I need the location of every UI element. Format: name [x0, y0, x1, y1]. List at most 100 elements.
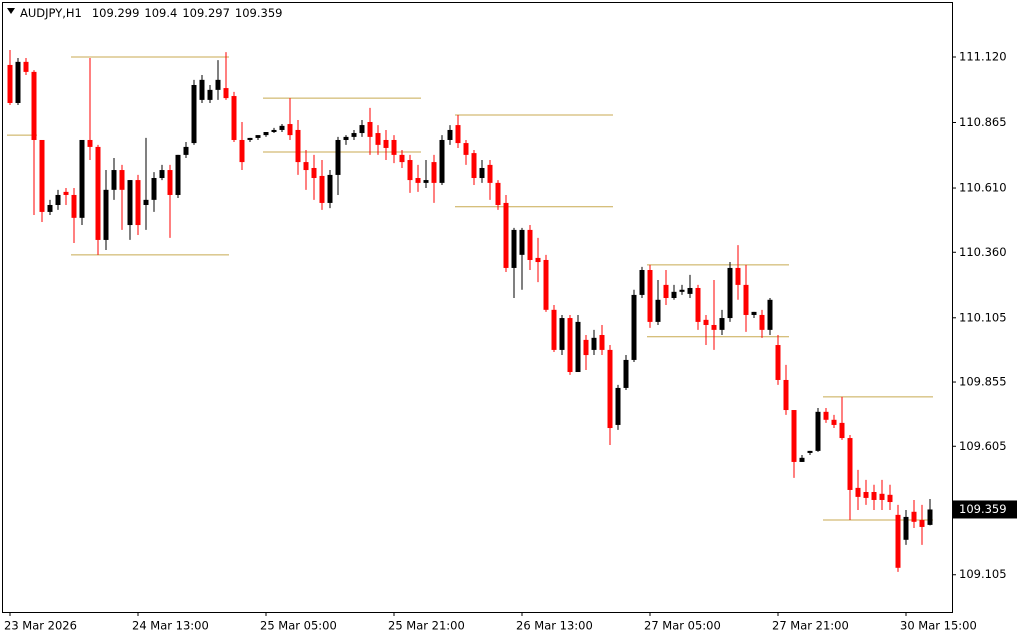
- candle-body: [607, 349, 613, 429]
- candle-body: [791, 410, 797, 462]
- candle-body: [135, 180, 141, 226]
- y-tick-label: 110.865: [959, 115, 1007, 129]
- x-tick-label: 27 Mar 21:00: [772, 619, 849, 633]
- y-tick-label: 110.610: [959, 181, 1007, 195]
- header-low: 109.297: [182, 6, 230, 20]
- candle-body: [687, 287, 693, 294]
- candle-body: [703, 319, 709, 325]
- candle-body: [231, 96, 237, 140]
- candle-body: [79, 139, 85, 218]
- chart-header: AUDJPY,H1 109.299 109.4 109.297 109.359: [20, 6, 282, 20]
- candle-body: [71, 194, 77, 218]
- candle-body: [847, 438, 853, 490]
- plot-frame: [2, 2, 953, 613]
- candle-body: [239, 139, 245, 163]
- candle-body: [215, 79, 221, 90]
- candle-body: [551, 309, 557, 350]
- candle-body: [399, 154, 405, 163]
- candle-body: [39, 139, 45, 212]
- candle-body: [751, 311, 757, 315]
- candle-body: [879, 493, 885, 500]
- candle-body: [47, 204, 53, 212]
- candle-body: [447, 129, 453, 140]
- price-label: 109.359: [959, 502, 1007, 516]
- candle-body: [799, 457, 805, 462]
- candle-body: [271, 129, 277, 133]
- header-close: 109.359: [235, 6, 283, 20]
- y-tick-label: 110.105: [959, 310, 1007, 324]
- candle-body: [175, 154, 181, 195]
- candle-body: [863, 492, 869, 498]
- candle-body: [679, 289, 685, 292]
- candle-body: [55, 194, 61, 205]
- candle-body: [343, 136, 349, 140]
- candle-body: [463, 143, 469, 155]
- candle-body: [631, 294, 637, 360]
- candle-body: [327, 174, 333, 203]
- candle-body: [407, 160, 413, 181]
- candle-body: [567, 318, 573, 373]
- candle-body: [759, 314, 765, 330]
- candle-body: [783, 379, 789, 411]
- candle-body: [831, 419, 837, 425]
- candle-body: [183, 146, 189, 155]
- collapse-icon[interactable]: [7, 8, 15, 14]
- candle-body: [359, 125, 365, 134]
- candle-body: [623, 359, 629, 388]
- candle-body: [247, 137, 253, 140]
- candle-body: [7, 64, 13, 103]
- candle-body: [167, 170, 173, 195]
- candle-body: [279, 125, 285, 130]
- candle-body: [655, 299, 661, 322]
- candle-body: [823, 411, 829, 420]
- candle-body: [575, 321, 581, 373]
- candle-body: [927, 509, 933, 525]
- candle-body: [127, 180, 133, 226]
- candle-body: [911, 511, 917, 522]
- candle-body: [895, 514, 901, 568]
- candle-body: [871, 492, 877, 500]
- candle-body: [647, 269, 653, 322]
- y-tick-label: 109.105: [959, 567, 1007, 581]
- x-tick-label: 30 Mar 15:00: [900, 619, 977, 633]
- candle-body: [263, 132, 269, 136]
- candle-body: [815, 411, 821, 451]
- candle-body: [423, 180, 429, 183]
- candle-body: [199, 79, 205, 100]
- candle-body: [527, 229, 533, 260]
- candle-body: [287, 124, 293, 136]
- candle-body: [31, 71, 37, 140]
- candle-body: [663, 284, 669, 299]
- candle-body: [159, 170, 165, 179]
- x-tick-label: 23 Mar 2026: [4, 619, 77, 633]
- candle-body: [431, 162, 437, 183]
- candle-body: [919, 520, 925, 527]
- candle-body: [191, 84, 197, 144]
- candle-body: [63, 191, 69, 195]
- candle-body: [367, 121, 373, 137]
- candle-body: [711, 324, 717, 330]
- candle-body: [95, 146, 101, 240]
- candle-body: [735, 267, 741, 285]
- candle-body: [439, 139, 445, 183]
- candle-body: [103, 189, 109, 240]
- candle-body: [391, 139, 397, 155]
- candle-body: [471, 153, 477, 179]
- candle-body: [255, 135, 261, 138]
- candle-body: [207, 89, 213, 100]
- candle-body: [23, 61, 29, 72]
- candle-body: [479, 167, 485, 179]
- header-open: 109.299: [92, 6, 140, 20]
- x-tick-label: 27 Mar 05:00: [644, 619, 721, 633]
- x-tick-label: 25 Mar 21:00: [388, 619, 465, 633]
- candle-body: [87, 139, 93, 147]
- y-tick-label: 109.855: [959, 375, 1007, 389]
- candle-body: [487, 164, 493, 183]
- candle-body: [807, 450, 813, 453]
- y-tick-label: 110.360: [959, 245, 1007, 259]
- candle-body: [351, 133, 357, 137]
- candle-body: [119, 170, 125, 190]
- candle-body: [695, 287, 701, 322]
- candle-body: [151, 178, 157, 200]
- candle-body: [599, 335, 605, 350]
